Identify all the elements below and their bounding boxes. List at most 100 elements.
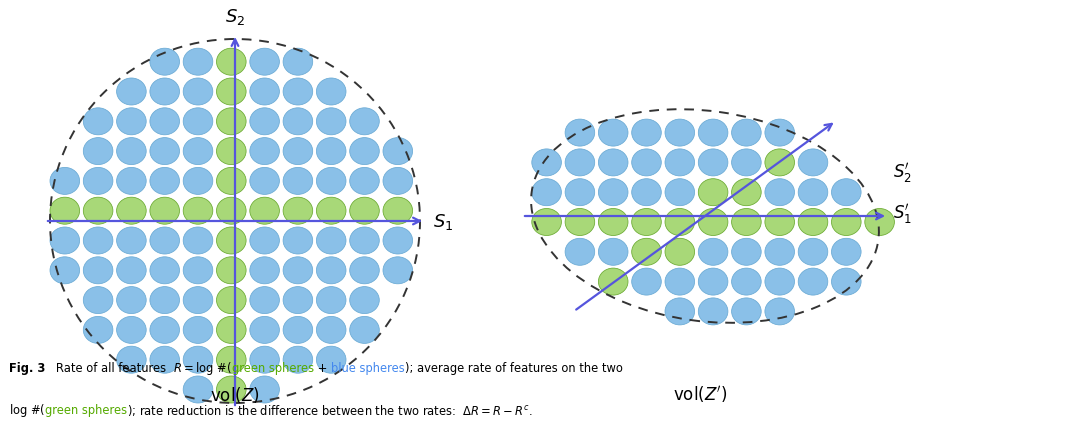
Ellipse shape (50, 257, 80, 284)
Text: green spheres: green spheres (45, 403, 127, 416)
Ellipse shape (350, 198, 379, 225)
Ellipse shape (184, 49, 213, 76)
Ellipse shape (150, 109, 179, 135)
Ellipse shape (565, 120, 595, 147)
Text: ); rate reduction is the difference between the two rates:  $\Delta R = R - R^c$: ); rate reduction is the difference betw… (127, 402, 534, 417)
Ellipse shape (249, 317, 280, 344)
Ellipse shape (249, 376, 280, 403)
Ellipse shape (632, 150, 661, 176)
Ellipse shape (765, 209, 795, 236)
Ellipse shape (83, 257, 113, 284)
Ellipse shape (350, 257, 379, 284)
Ellipse shape (731, 268, 761, 295)
Ellipse shape (249, 109, 280, 135)
Ellipse shape (117, 198, 146, 225)
Ellipse shape (699, 120, 728, 147)
Ellipse shape (117, 257, 146, 284)
Ellipse shape (150, 287, 179, 314)
Ellipse shape (184, 257, 213, 284)
Ellipse shape (665, 209, 694, 236)
Ellipse shape (249, 79, 280, 106)
Text: Fig. 3: Fig. 3 (9, 361, 45, 374)
Ellipse shape (184, 138, 213, 165)
Ellipse shape (765, 120, 795, 147)
Text: $S_2^{\prime}$: $S_2^{\prime}$ (893, 161, 912, 184)
Ellipse shape (283, 346, 313, 373)
Ellipse shape (316, 346, 346, 373)
Ellipse shape (665, 239, 694, 266)
Ellipse shape (117, 317, 146, 344)
Ellipse shape (765, 239, 795, 266)
Ellipse shape (150, 168, 179, 195)
Ellipse shape (665, 298, 694, 325)
Ellipse shape (731, 120, 761, 147)
Ellipse shape (117, 109, 146, 135)
Ellipse shape (150, 198, 179, 225)
Ellipse shape (184, 198, 213, 225)
Ellipse shape (50, 168, 80, 195)
Ellipse shape (150, 138, 179, 165)
Ellipse shape (598, 209, 627, 236)
Ellipse shape (665, 150, 694, 176)
Text: blue spheres: blue spheres (332, 361, 405, 374)
Ellipse shape (316, 317, 346, 344)
Ellipse shape (283, 168, 313, 195)
Ellipse shape (117, 346, 146, 373)
Ellipse shape (117, 138, 146, 165)
Ellipse shape (83, 198, 113, 225)
Ellipse shape (632, 268, 661, 295)
Ellipse shape (184, 79, 213, 106)
Ellipse shape (832, 179, 861, 206)
Ellipse shape (216, 227, 246, 254)
Ellipse shape (798, 179, 827, 206)
Ellipse shape (699, 209, 728, 236)
Ellipse shape (798, 150, 827, 176)
Ellipse shape (216, 49, 246, 76)
Ellipse shape (383, 168, 413, 195)
Ellipse shape (184, 287, 213, 314)
Ellipse shape (731, 150, 761, 176)
Ellipse shape (216, 257, 246, 284)
Ellipse shape (184, 317, 213, 344)
Ellipse shape (316, 138, 346, 165)
Text: $S_1$: $S_1$ (433, 211, 454, 231)
Ellipse shape (249, 257, 280, 284)
Ellipse shape (798, 268, 827, 295)
Ellipse shape (665, 268, 694, 295)
Ellipse shape (598, 179, 627, 206)
Ellipse shape (83, 317, 113, 344)
Ellipse shape (83, 227, 113, 254)
Ellipse shape (765, 150, 795, 176)
Ellipse shape (283, 227, 313, 254)
Ellipse shape (531, 150, 562, 176)
Ellipse shape (765, 268, 795, 295)
Ellipse shape (117, 227, 146, 254)
Ellipse shape (117, 287, 146, 314)
Ellipse shape (184, 168, 213, 195)
Ellipse shape (531, 179, 562, 206)
Ellipse shape (249, 198, 280, 225)
Ellipse shape (283, 198, 313, 225)
Ellipse shape (699, 179, 728, 206)
Ellipse shape (249, 227, 280, 254)
Text: $R = \log\,\#$(: $R = \log\,\#$( (174, 360, 232, 376)
Ellipse shape (665, 179, 694, 206)
Ellipse shape (383, 138, 413, 165)
Ellipse shape (699, 268, 728, 295)
Ellipse shape (283, 49, 313, 76)
Ellipse shape (598, 268, 627, 295)
Ellipse shape (731, 298, 761, 325)
Ellipse shape (798, 239, 827, 266)
Ellipse shape (216, 138, 246, 165)
Ellipse shape (598, 120, 627, 147)
Ellipse shape (699, 239, 728, 266)
Ellipse shape (598, 150, 627, 176)
Ellipse shape (216, 376, 246, 403)
Ellipse shape (83, 287, 113, 314)
Ellipse shape (249, 138, 280, 165)
Ellipse shape (249, 287, 280, 314)
Ellipse shape (83, 109, 113, 135)
Ellipse shape (249, 346, 280, 373)
Ellipse shape (632, 120, 661, 147)
Ellipse shape (150, 257, 179, 284)
